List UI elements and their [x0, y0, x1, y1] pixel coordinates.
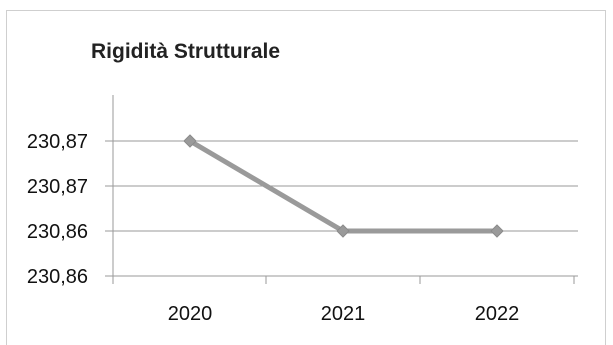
y-tick-label: 230,86 [27, 221, 88, 243]
y-tick-label: 230,87 [27, 131, 88, 153]
data-point-marker [336, 224, 350, 238]
data-point-marker [183, 134, 197, 148]
gridlines [105, 140, 578, 277]
x-tick-label: 2020 [168, 303, 213, 325]
x-tick-marks [112, 276, 575, 284]
data-point-marker [490, 224, 504, 238]
x-tick-label: 2021 [321, 303, 366, 325]
axes [105, 95, 578, 277]
x-tick-labels: 2020 2021 2022 [168, 303, 520, 325]
x-tick-label: 2022 [475, 303, 520, 325]
y-tick-labels: 230,87 230,87 230,86 230,86 [27, 131, 88, 288]
series-layer [183, 134, 504, 238]
y-tick-label: 230,87 [27, 176, 88, 198]
y-tick-label: 230,86 [27, 266, 88, 288]
chart-title: Rigidità Strutturale [91, 40, 281, 63]
chart-frame [6, 10, 606, 345]
